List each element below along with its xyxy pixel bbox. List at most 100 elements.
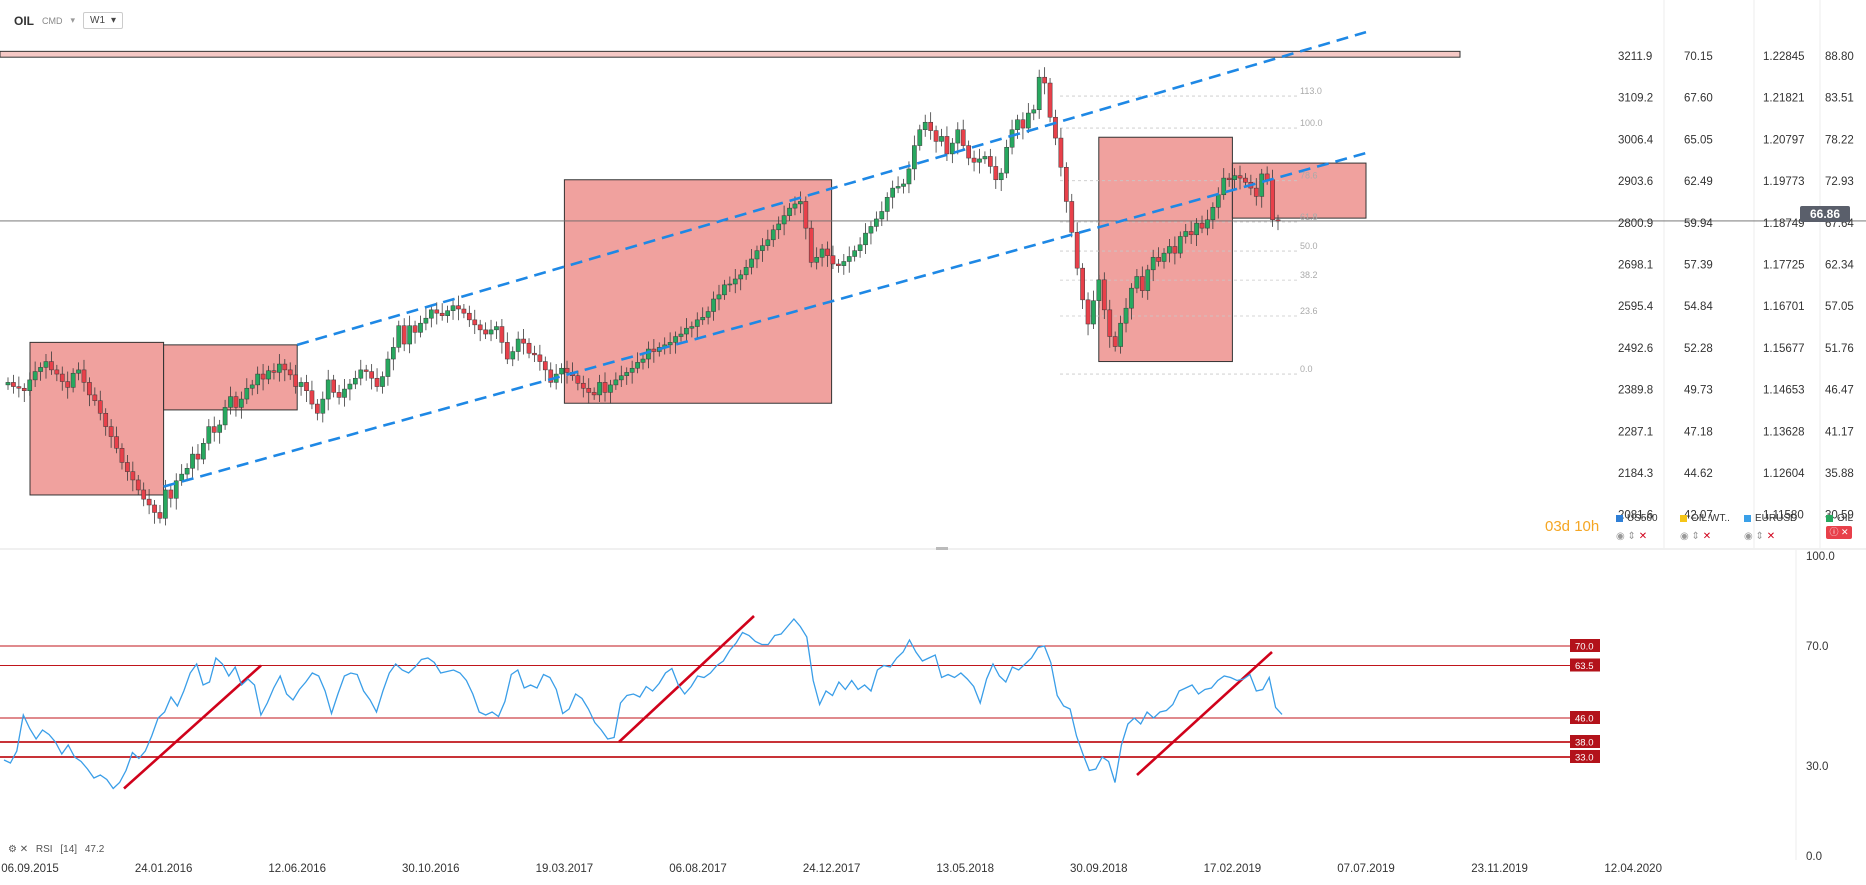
rsi-trend-line-3[interactable] [1136,651,1273,776]
candle[interactable] [1047,82,1053,118]
candle[interactable] [1205,219,1210,229]
candle[interactable] [950,142,955,155]
zone-box-3[interactable] [563,179,833,404]
candle[interactable] [629,367,635,373]
candle[interactable] [1091,300,1096,325]
candle[interactable] [65,381,71,388]
candle[interactable] [743,267,749,276]
candle[interactable] [49,361,54,371]
candle[interactable] [277,363,282,373]
candle[interactable] [423,317,429,324]
candle[interactable] [249,384,255,389]
candle[interactable] [1129,287,1134,309]
candle[interactable] [608,384,613,393]
candle[interactable] [390,347,396,360]
candle[interactable] [613,379,619,386]
candle[interactable] [439,312,445,316]
candle[interactable] [694,319,700,327]
candle[interactable] [1275,219,1281,222]
candle[interactable] [16,386,22,389]
candle[interactable] [537,354,543,362]
candle[interactable] [1150,257,1156,271]
candle[interactable] [331,379,336,393]
candle[interactable] [255,373,261,386]
symbol-label[interactable]: OIL [14,13,34,28]
candle[interactable] [624,372,630,376]
candle[interactable] [1167,246,1172,254]
candle[interactable] [977,158,982,163]
candle[interactable] [461,308,467,314]
rsi-line[interactable] [3,617,1283,790]
eye-icon[interactable]: ◉ [1680,531,1689,542]
candle[interactable] [1226,177,1232,181]
candle[interactable] [38,367,43,372]
candle[interactable] [684,327,689,335]
candle[interactable] [456,305,461,310]
candle[interactable] [787,207,792,216]
candle[interactable] [890,187,896,198]
candle[interactable] [1015,119,1020,130]
candle[interactable] [374,377,380,387]
candle[interactable] [803,201,809,229]
candle[interactable] [955,129,961,144]
candle[interactable] [168,489,174,499]
candle[interactable] [184,468,190,475]
candle[interactable] [125,462,130,472]
candle[interactable] [353,377,358,385]
candle[interactable] [922,121,928,130]
legend-item[interactable]: EURUSD ◉ ⇕ ✕ [1744,513,1797,542]
close-icon[interactable]: ✕ [1766,531,1776,542]
close-icon[interactable]: ✕ [1638,531,1648,542]
candle[interactable] [575,375,581,384]
candle[interactable] [114,436,119,449]
candle[interactable] [27,379,33,391]
candle[interactable] [532,352,537,356]
candle[interactable] [1210,207,1216,221]
candle[interactable] [1053,116,1058,139]
candle[interactable] [173,480,179,499]
candle[interactable] [1177,236,1183,254]
candle[interactable] [564,367,570,373]
candle[interactable] [11,382,16,387]
candle[interactable] [542,361,548,371]
candle[interactable] [852,250,858,257]
candle[interactable] [732,278,738,285]
candle[interactable] [1156,257,1161,262]
candle[interactable] [765,239,771,246]
rsi-trend-line-2[interactable] [618,615,755,743]
candle[interactable] [320,398,326,414]
candle[interactable] [217,424,223,433]
candle[interactable] [1020,119,1026,129]
candle[interactable] [760,245,765,251]
resistance-band[interactable] [0,50,1461,58]
candle[interactable] [1096,279,1102,301]
candle[interactable] [1031,109,1037,114]
candle[interactable] [380,376,385,387]
eye-icon[interactable]: ◉ [1744,531,1753,542]
candle[interactable] [396,325,402,348]
candle[interactable] [70,372,76,388]
settings-icon[interactable]: ⚙ ✕ [8,844,29,855]
candle[interactable] [298,382,304,387]
candle[interactable] [776,223,782,231]
candle[interactable] [597,382,602,396]
candle[interactable] [130,471,136,481]
candle[interactable] [515,338,521,352]
candle[interactable] [315,403,320,414]
candle[interactable] [1188,231,1194,236]
legend-controls[interactable]: ◉ ⇕ ✕ [1744,531,1797,542]
candle[interactable] [689,326,695,329]
candle[interactable] [960,129,966,146]
candle[interactable] [228,396,233,408]
candle[interactable] [1270,179,1275,221]
candle[interactable] [667,342,673,346]
candle[interactable] [602,382,608,393]
candle[interactable] [266,370,271,380]
candle[interactable] [884,197,890,212]
legend-item[interactable]: OIL.WT.. ◉ ⇕ ✕ [1680,513,1730,542]
candle[interactable] [635,362,640,369]
candle[interactable] [971,157,977,163]
candle[interactable] [863,232,868,246]
candle[interactable] [982,156,988,160]
candle[interactable] [135,479,141,491]
